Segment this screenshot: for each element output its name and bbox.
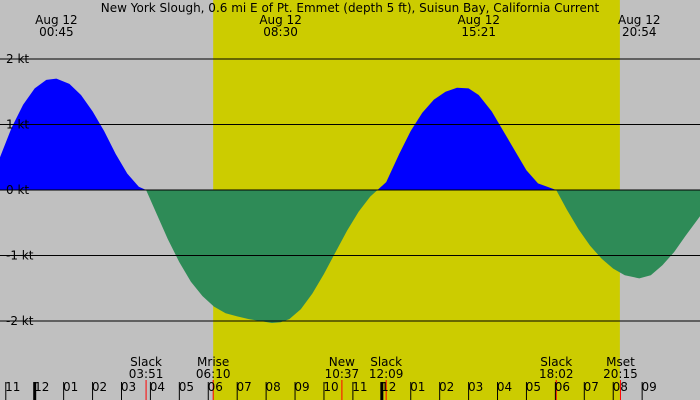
hour-tick-label: 02 bbox=[439, 380, 454, 394]
hour-tick-label: 09 bbox=[294, 380, 309, 394]
time-annotation-time: 20:54 bbox=[622, 25, 657, 39]
bottom-annotations: Slack03:51Mrise06:10New10:37Slack12:09Sl… bbox=[129, 355, 638, 400]
event-label: Slack bbox=[370, 355, 402, 369]
hour-tick-label: 04 bbox=[150, 380, 165, 394]
ebb-area bbox=[556, 190, 700, 279]
hour-axis: 11 12 01 02 03 04 05 06 07 08 09 10 11 12 01 02 03 04 05 06… bbox=[5, 380, 657, 400]
hour-tick-label: 07 bbox=[584, 380, 599, 394]
hour-tick-label: 10 bbox=[323, 380, 338, 394]
hour-tick-label: 01 bbox=[410, 380, 425, 394]
hour-tick-label: 11 bbox=[352, 380, 367, 394]
time-annotation-date: Aug 12 bbox=[618, 13, 661, 27]
event-time: 06:10 bbox=[196, 367, 231, 381]
y-tick-label: 2 kt bbox=[6, 52, 29, 66]
time-annotation-date: Aug 12 bbox=[35, 13, 78, 27]
ebb-area bbox=[146, 190, 378, 323]
hour-tick-label: 03 bbox=[468, 380, 483, 394]
y-tick-label: -1 kt bbox=[6, 249, 34, 263]
hour-tick-label: 07 bbox=[237, 380, 252, 394]
hour-tick-label: 08 bbox=[265, 380, 280, 394]
event-time: 18:02 bbox=[539, 367, 574, 381]
y-tick-label: 1 kt bbox=[6, 117, 29, 131]
y-tick-label: 0 kt bbox=[6, 183, 29, 197]
time-annotation-date: Aug 12 bbox=[259, 13, 302, 27]
hour-tick-label: 06 bbox=[208, 380, 223, 394]
chart-title: New York Slough, 0.6 mi E of Pt. Emmet (… bbox=[101, 1, 600, 15]
event-label: Mrise bbox=[197, 355, 229, 369]
event-label: Slack bbox=[130, 355, 162, 369]
y-axis-labels: 2 kt 1 kt 0 kt -1 kt -2 kt bbox=[6, 52, 34, 328]
time-annotation-time: 00:45 bbox=[39, 25, 74, 39]
hour-tick-label: 12 bbox=[381, 380, 396, 394]
hour-tick-label: 11 bbox=[5, 380, 20, 394]
hour-tick-label: 12 bbox=[34, 380, 49, 394]
y-tick-label: -2 kt bbox=[6, 314, 34, 328]
event-time: 10:37 bbox=[325, 367, 360, 381]
hour-tick-label: 09 bbox=[642, 380, 657, 394]
hour-tick-label: 04 bbox=[497, 380, 512, 394]
gridlines bbox=[0, 58, 700, 322]
hour-tick-label: 06 bbox=[555, 380, 570, 394]
event-label: Slack bbox=[540, 355, 572, 369]
time-annotation-time: 08:30 bbox=[263, 25, 298, 39]
hour-tick-label: 08 bbox=[613, 380, 628, 394]
hour-tick-label: 03 bbox=[121, 380, 136, 394]
time-annotation-time: 15:21 bbox=[461, 25, 496, 39]
hour-tick-label: 01 bbox=[63, 380, 78, 394]
time-annotation-date: Aug 12 bbox=[457, 13, 500, 27]
event-time: 20:15 bbox=[603, 367, 638, 381]
event-label: Mset bbox=[606, 355, 635, 369]
event-time: 03:51 bbox=[129, 367, 164, 381]
event-label: New bbox=[329, 355, 355, 369]
flood-area bbox=[0, 78, 147, 190]
flood-area bbox=[377, 87, 557, 190]
hour-tick-label: 05 bbox=[526, 380, 541, 394]
hour-tick-label: 05 bbox=[179, 380, 194, 394]
current-series bbox=[0, 78, 700, 323]
event-time: 12:09 bbox=[369, 367, 404, 381]
hour-tick-label: 02 bbox=[92, 380, 107, 394]
